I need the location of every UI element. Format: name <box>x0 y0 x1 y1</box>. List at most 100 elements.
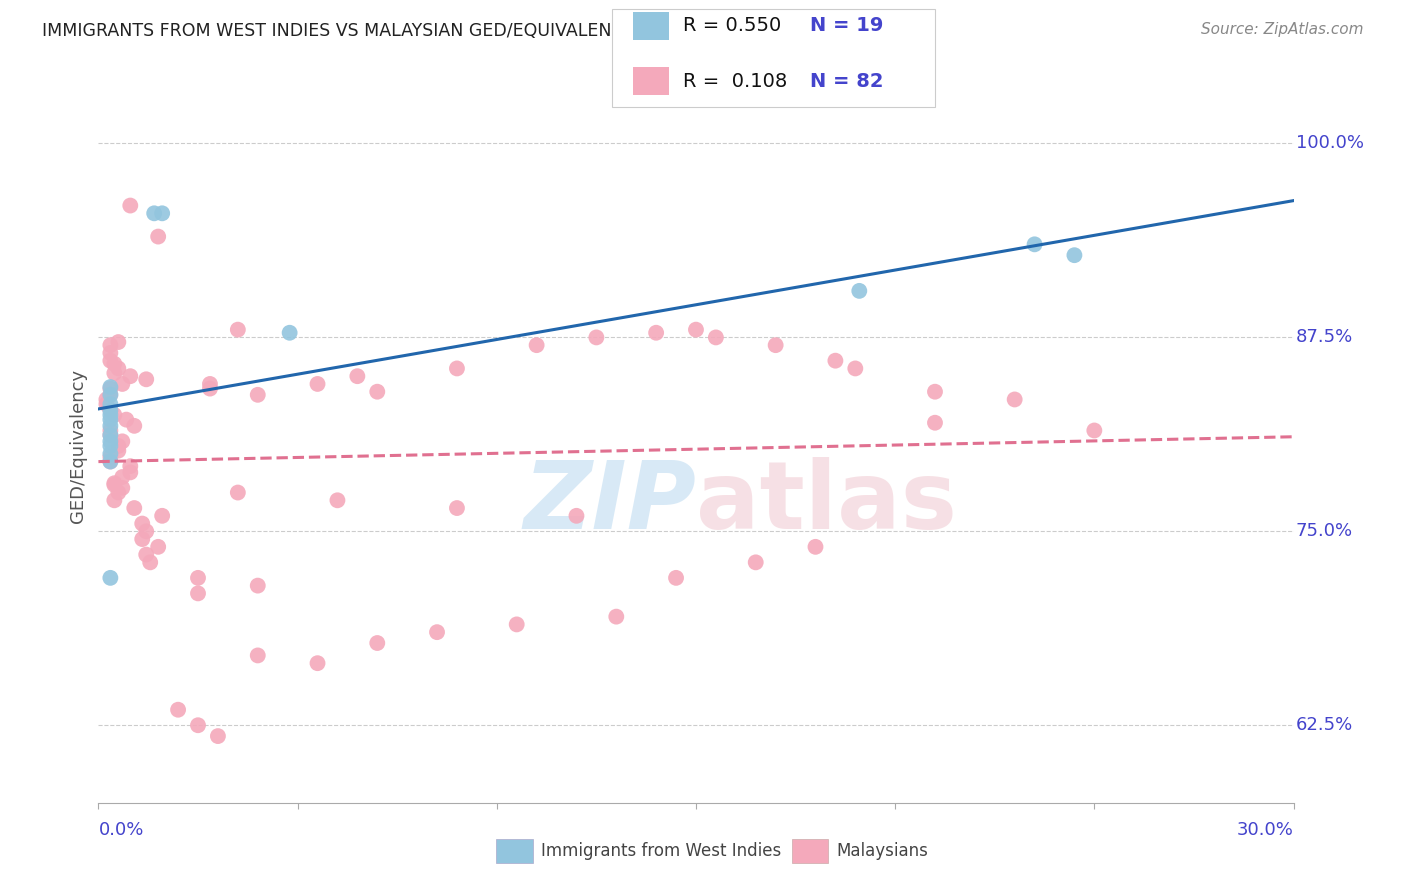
Point <box>326 493 349 508</box>
Point <box>120 369 142 384</box>
Text: 100.0%: 100.0% <box>1296 135 1364 153</box>
Text: 62.5%: 62.5% <box>1296 716 1353 734</box>
Point <box>506 617 529 632</box>
Point <box>307 656 329 670</box>
Point <box>98 424 122 438</box>
Point <box>704 330 727 344</box>
Point <box>148 229 170 244</box>
Point <box>115 412 138 426</box>
Point <box>150 508 173 523</box>
Point <box>278 326 301 340</box>
Text: R = 0.550: R = 0.550 <box>683 16 782 36</box>
Text: Immigrants from West Indies: Immigrants from West Indies <box>541 842 782 860</box>
Point <box>120 198 142 212</box>
Point <box>98 380 122 394</box>
Point <box>131 532 153 546</box>
Point <box>107 485 129 500</box>
Point <box>98 397 122 411</box>
Point <box>98 346 122 360</box>
Text: 75.0%: 75.0% <box>1296 523 1353 541</box>
Point <box>98 403 122 417</box>
Point <box>107 361 129 376</box>
Point <box>187 718 209 732</box>
Point <box>924 416 946 430</box>
Point <box>645 326 668 340</box>
Point <box>98 450 122 464</box>
Point <box>98 428 122 442</box>
Text: 87.5%: 87.5% <box>1296 328 1353 346</box>
Point <box>346 369 368 384</box>
Point <box>1004 392 1026 407</box>
Text: R =  0.108: R = 0.108 <box>683 71 787 91</box>
Point <box>745 555 768 569</box>
Point <box>198 382 221 396</box>
Point <box>665 571 688 585</box>
Point <box>685 323 707 337</box>
Text: Malaysians: Malaysians <box>837 842 928 860</box>
Point <box>103 476 125 491</box>
Text: Source: ZipAtlas.com: Source: ZipAtlas.com <box>1201 22 1364 37</box>
Point <box>124 418 146 433</box>
Point <box>96 392 118 407</box>
Point <box>98 408 122 422</box>
Point <box>98 428 122 442</box>
Point <box>1083 424 1105 438</box>
Point <box>924 384 946 399</box>
Point <box>103 408 125 422</box>
Text: N = 82: N = 82 <box>810 71 883 91</box>
Point <box>107 443 129 458</box>
Point <box>1063 248 1085 262</box>
Point <box>107 334 129 349</box>
Point <box>103 366 125 380</box>
Point <box>135 548 157 562</box>
Point <box>98 447 122 461</box>
Point <box>120 466 142 480</box>
Point <box>135 524 157 539</box>
Point <box>98 353 122 368</box>
Point <box>1024 237 1046 252</box>
Point <box>111 470 134 484</box>
Point <box>98 382 122 396</box>
Point <box>98 439 122 453</box>
Text: ZIP: ZIP <box>523 457 696 549</box>
Point <box>446 361 468 376</box>
Point <box>226 485 249 500</box>
Point <box>98 338 122 352</box>
Point <box>98 403 122 417</box>
Point <box>139 555 162 569</box>
Point <box>848 284 870 298</box>
Point <box>135 372 157 386</box>
Point <box>111 434 134 449</box>
Point <box>98 454 122 468</box>
Point <box>246 388 269 402</box>
Point <box>98 388 122 402</box>
Point <box>198 376 221 391</box>
Point <box>187 571 209 585</box>
Point <box>98 454 122 468</box>
Point <box>103 477 125 491</box>
Point <box>226 323 249 337</box>
Point <box>366 384 388 399</box>
Point <box>167 703 190 717</box>
Point <box>207 729 229 743</box>
Point <box>804 540 827 554</box>
Point <box>426 625 449 640</box>
Point <box>366 636 388 650</box>
Text: 30.0%: 30.0% <box>1237 822 1294 839</box>
Point <box>605 609 627 624</box>
Text: IMMIGRANTS FROM WEST INDIES VS MALAYSIAN GED/EQUIVALENCY CORRELATION CHART: IMMIGRANTS FROM WEST INDIES VS MALAYSIAN… <box>42 22 828 40</box>
Point <box>526 338 548 352</box>
Text: atlas: atlas <box>696 457 957 549</box>
Point <box>187 586 209 600</box>
Point <box>98 418 122 433</box>
Y-axis label: GED/Equivalency: GED/Equivalency <box>69 369 87 523</box>
Point <box>307 376 329 391</box>
Point <box>124 501 146 516</box>
Point <box>143 206 166 220</box>
Text: 0.0%: 0.0% <box>98 822 143 839</box>
Point <box>131 516 153 531</box>
Point <box>585 330 607 344</box>
Text: N = 19: N = 19 <box>810 16 883 36</box>
Point <box>246 579 269 593</box>
Point <box>98 388 122 402</box>
